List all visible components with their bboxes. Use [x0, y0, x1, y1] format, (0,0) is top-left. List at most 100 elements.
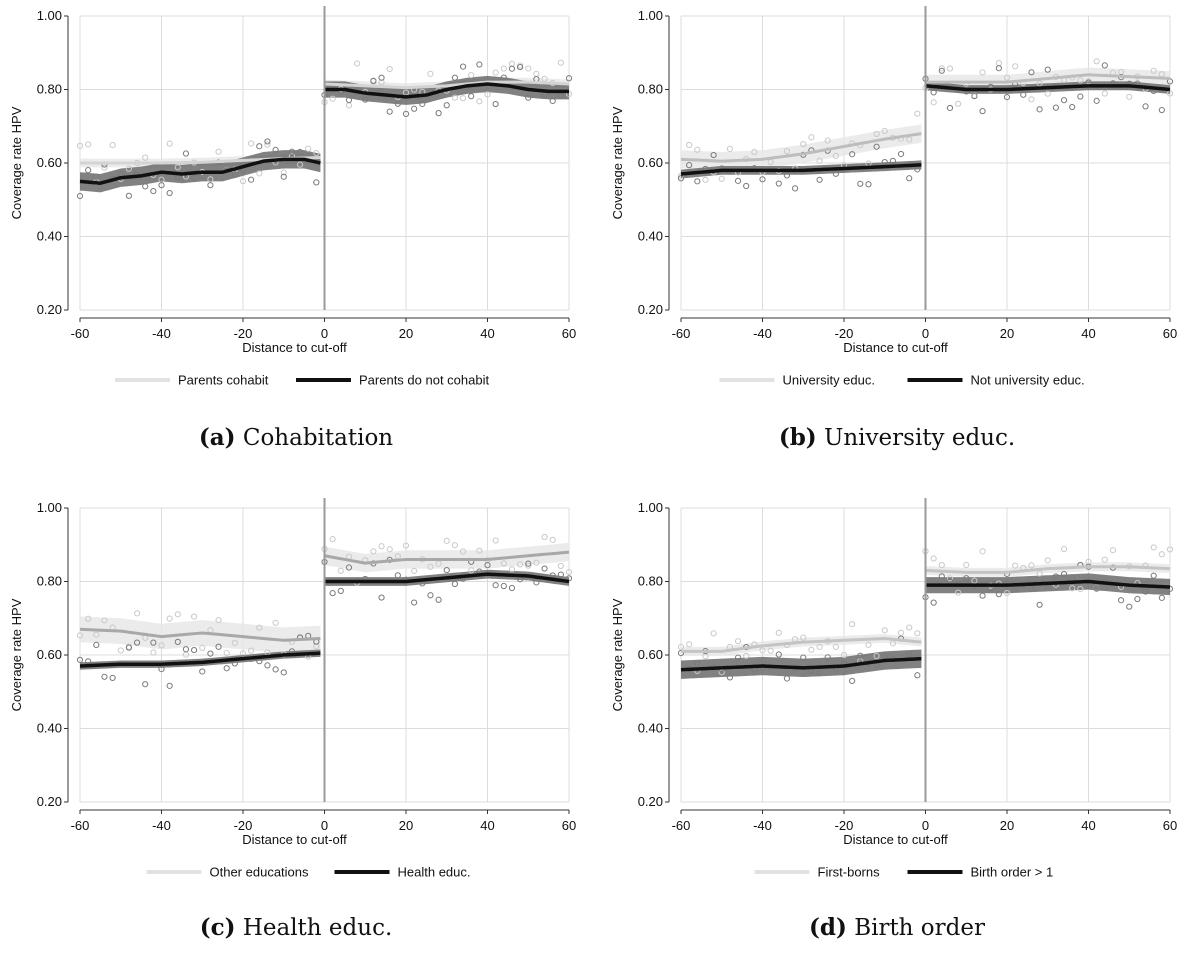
bin-dot	[370, 78, 377, 85]
bin-dot	[158, 642, 165, 649]
bin-dot	[231, 171, 238, 178]
x-tick-label: -20	[835, 818, 854, 833]
bin-dot	[938, 573, 945, 580]
bin-dot	[272, 146, 279, 153]
bin-dot	[280, 173, 287, 180]
series-line-dark	[680, 656, 922, 672]
bin-dot	[718, 175, 725, 182]
bin-dot	[971, 93, 978, 100]
bin-dot	[1077, 93, 1084, 100]
bin-dot	[995, 591, 1002, 598]
x-tick-label: -60	[672, 326, 691, 341]
x-tick-label: 0	[321, 326, 328, 341]
bin-dot	[451, 94, 458, 101]
bin-dot	[549, 536, 556, 543]
bin-dot	[215, 643, 222, 650]
bin-dot	[133, 610, 141, 617]
bin-dot	[402, 542, 410, 549]
bin-dot	[955, 100, 962, 107]
bin-dot	[914, 672, 921, 679]
bin-dot	[411, 567, 418, 575]
bin-dot	[1101, 62, 1108, 69]
bin-dot	[718, 669, 725, 676]
bin-dot	[345, 96, 353, 104]
legend-label: Not university educ.	[971, 373, 1085, 388]
bin-dot	[215, 616, 222, 624]
legend-label: Parents do not cohabit	[359, 373, 489, 388]
x-tick-label: -20	[234, 326, 253, 341]
caption-text-c: Health educ.	[242, 915, 393, 941]
bin-dot	[1069, 585, 1076, 592]
bin-dot	[979, 548, 986, 555]
bin-dot	[1012, 63, 1019, 70]
bin-dot	[857, 652, 864, 659]
bin-dot	[734, 654, 742, 661]
caption-a: (a) Cohabitation	[0, 424, 592, 451]
bin-dot	[296, 161, 304, 168]
series-line-dark	[79, 157, 321, 185]
bin-dot	[1101, 556, 1108, 563]
bin-dot	[500, 582, 507, 590]
series-line-light	[925, 565, 1171, 574]
bin-dot	[256, 143, 263, 150]
y-axis-title: Coverage rate HPV	[9, 106, 24, 219]
bin-dot	[264, 138, 271, 145]
bin-dot	[1158, 551, 1165, 558]
y-tick-label: 0.40	[37, 721, 62, 736]
bin-dot	[881, 652, 888, 660]
bin-dot	[394, 572, 401, 579]
bin-dot	[800, 654, 807, 661]
bin-dot	[500, 560, 507, 567]
bin-dot	[873, 130, 880, 138]
bin-dot	[775, 651, 782, 658]
bin-dot	[1060, 570, 1068, 578]
bin-dot	[1069, 103, 1076, 111]
bin-dot	[85, 167, 92, 174]
bin-dot	[930, 599, 937, 606]
bin-dot	[808, 134, 815, 141]
x-tick-label: -40	[753, 818, 772, 833]
bin-dot	[256, 170, 263, 177]
bin-dot	[865, 181, 872, 188]
x-tick-label: 40	[480, 818, 494, 833]
bin-dot	[1142, 588, 1149, 595]
series-line-light	[925, 73, 1171, 84]
y-tick-label: 1.00	[37, 500, 62, 515]
bin-dot	[565, 568, 573, 576]
bin-dot	[914, 110, 921, 117]
bin-dot	[248, 176, 255, 183]
series-line-dark	[680, 163, 922, 176]
bin-dot	[686, 641, 693, 648]
bin-dot	[459, 63, 467, 70]
bin-dot	[101, 673, 108, 680]
bin-dot	[427, 592, 434, 599]
y-axis-title: Coverage rate HPV	[9, 598, 24, 711]
bin-dot	[849, 677, 856, 684]
bin-dot	[1003, 590, 1011, 597]
bin-dot	[150, 187, 157, 195]
bin-dot	[508, 566, 516, 573]
bin-dot	[955, 589, 962, 596]
panel-a: 0.20 0.40 0.60 0.80 1.00 -60 -40 -20 0 20 40 60 Dist…	[0, 0, 592, 476]
caption-letter-a: (a)	[198, 424, 236, 451]
bin-dot	[759, 176, 766, 183]
caption-letter-b: (b)	[778, 424, 817, 451]
bin-dot	[946, 575, 954, 582]
x-axis-title: Distance to cut-off	[843, 832, 948, 847]
bin-dot	[767, 647, 774, 654]
x-tick-label: 40	[1081, 818, 1095, 833]
series-line-dark	[79, 651, 321, 668]
ci-band-dark	[681, 649, 922, 679]
bin-dot	[125, 192, 132, 199]
x-tick-label: -60	[672, 818, 691, 833]
bin-dot	[525, 562, 532, 569]
bin-dot	[288, 148, 295, 155]
bin-dot	[849, 151, 856, 158]
bin-dot	[1052, 573, 1059, 580]
x-tick-label: 0	[321, 818, 328, 833]
bin-dot	[710, 630, 717, 637]
bin-dot	[468, 93, 475, 100]
bin-dot	[897, 629, 905, 636]
x-tick-label: 0	[922, 326, 929, 341]
x-axis-title: Distance to cut-off	[242, 340, 347, 355]
